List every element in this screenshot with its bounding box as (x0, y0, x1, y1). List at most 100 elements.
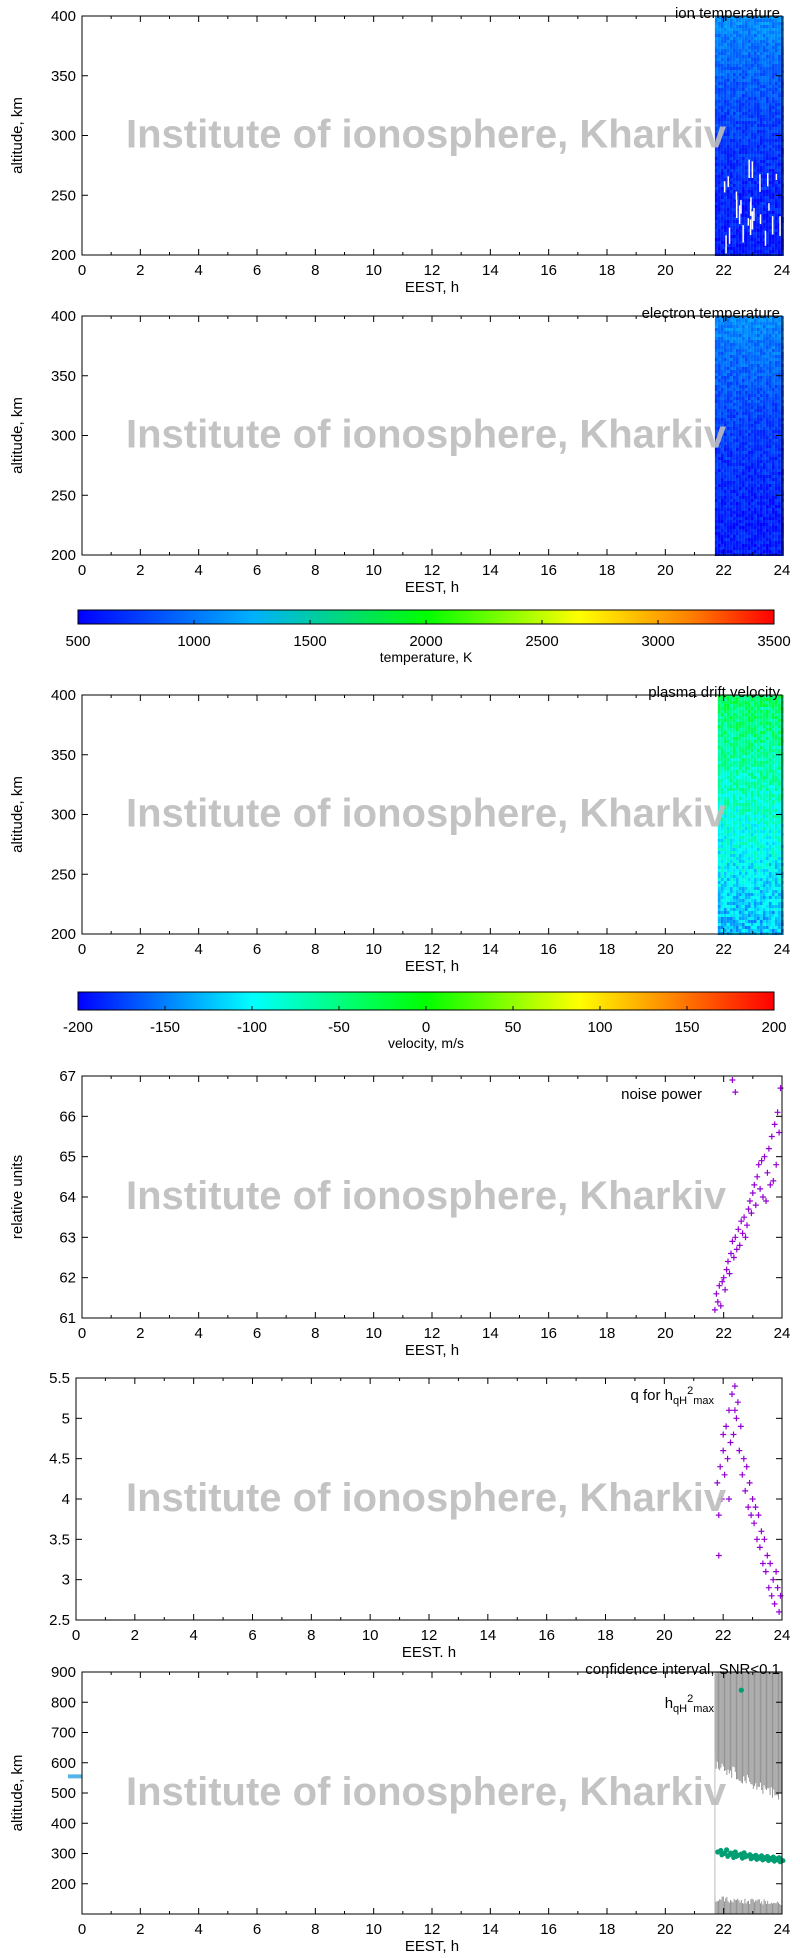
heatmap-cell (774, 76, 778, 79)
heatmap-cell (741, 373, 745, 376)
heatmap-cell (750, 890, 754, 893)
heatmap-cell (759, 241, 763, 244)
heatmap-cell (774, 331, 778, 334)
heatmap-cell (774, 424, 778, 427)
heatmap-cell (717, 19, 721, 22)
heatmap-cell (750, 797, 754, 800)
heatmap-cell (753, 896, 757, 899)
heatmap-cell (723, 695, 727, 698)
heatmap-cell (732, 418, 736, 421)
heatmap-cell (726, 316, 730, 319)
heatmap-cell (741, 58, 745, 61)
heatmap-cell (771, 361, 775, 364)
heatmap-cell (717, 22, 721, 25)
heatmap-cell (759, 19, 763, 22)
heatmap-cell (771, 127, 775, 130)
heatmap-cell (723, 400, 727, 403)
heatmap-cell (771, 37, 775, 40)
heatmap-cell (744, 487, 748, 490)
heatmap-cell (774, 436, 778, 439)
heatmap-cell (756, 178, 760, 181)
heatmap-cell (735, 929, 739, 932)
heatmap-cell (756, 43, 760, 46)
heatmap-cell (759, 469, 763, 472)
heatmap-cell (747, 734, 751, 737)
heatmap-cell (747, 223, 751, 226)
heatmap-cell (735, 409, 739, 412)
heatmap-cell (765, 523, 769, 526)
heatmap-cell (732, 854, 736, 857)
heatmap-cell (771, 532, 775, 535)
heatmap-cell (741, 472, 745, 475)
heatmap-cell (750, 55, 754, 58)
heatmap-cell (729, 782, 733, 785)
heatmap-cell (768, 181, 772, 184)
heatmap-cell (714, 241, 718, 244)
heatmap-cell (765, 442, 769, 445)
heatmap-cell (768, 94, 772, 97)
heatmap-cell (729, 722, 733, 725)
heatmap-cell (720, 905, 724, 908)
heatmap-cell (747, 118, 751, 121)
heatmap-cell (765, 121, 769, 124)
heatmap-cell (744, 484, 748, 487)
heatmap-cell (747, 382, 751, 385)
heatmap-cell (753, 379, 757, 382)
heatmap-cell (738, 490, 742, 493)
heatmap-cell (744, 250, 748, 253)
heatmap-cell (717, 436, 721, 439)
heatmap-cell (771, 409, 775, 412)
heatmap-cell (738, 466, 742, 469)
heatmap-cell (732, 34, 736, 37)
heatmap-cell (771, 235, 775, 238)
heatmap-cell (720, 923, 724, 926)
heatmap-cell (714, 94, 718, 97)
heatmap-cell (723, 94, 727, 97)
heatmap-cell (777, 526, 781, 529)
heatmap-cell (723, 211, 727, 214)
heatmap-cell (750, 893, 754, 896)
heatmap-cell (777, 340, 781, 343)
heatmap-cell (750, 836, 754, 839)
heatmap-cell (762, 484, 766, 487)
heatmap-cell (717, 770, 721, 773)
heatmap-cell (747, 103, 751, 106)
heatmap-cell (729, 25, 733, 28)
heatmap-cell (774, 523, 778, 526)
heatmap-cell (738, 340, 742, 343)
heatmap-cell (774, 394, 778, 397)
heatmap-cell (759, 361, 763, 364)
heatmap-cell (726, 496, 730, 499)
heatmap-cell (717, 409, 721, 412)
heatmap-cell (744, 926, 748, 929)
heatmap-cell (738, 178, 742, 181)
heatmap-cell (765, 199, 769, 202)
heatmap-cell (735, 238, 739, 241)
heatmap-cell (750, 430, 754, 433)
heatmap-cell (720, 466, 724, 469)
heatmap-cell (759, 484, 763, 487)
heatmap-cell (777, 514, 781, 517)
heatmap-cell (777, 19, 781, 22)
heatmap-cell (720, 734, 724, 737)
heatmap-cell (726, 875, 730, 878)
heatmap-cell (729, 331, 733, 334)
heatmap-cell (741, 442, 745, 445)
heatmap-cell (750, 406, 754, 409)
heatmap-cell (756, 890, 760, 893)
heatmap-cell (753, 421, 757, 424)
heatmap-cell (717, 61, 721, 64)
heatmap-cell (753, 370, 757, 373)
heatmap-cell (765, 124, 769, 127)
heatmap-cell (735, 85, 739, 88)
heatmap-cell (768, 61, 772, 64)
heatmap-cell (720, 25, 724, 28)
heatmap-cell (720, 211, 724, 214)
heatmap-cell (741, 136, 745, 139)
heatmap-cell (765, 223, 769, 226)
heatmap-cell (738, 445, 742, 448)
heatmap-cell (738, 169, 742, 172)
heatmap-cell (717, 445, 721, 448)
heatmap-cell (774, 217, 778, 220)
